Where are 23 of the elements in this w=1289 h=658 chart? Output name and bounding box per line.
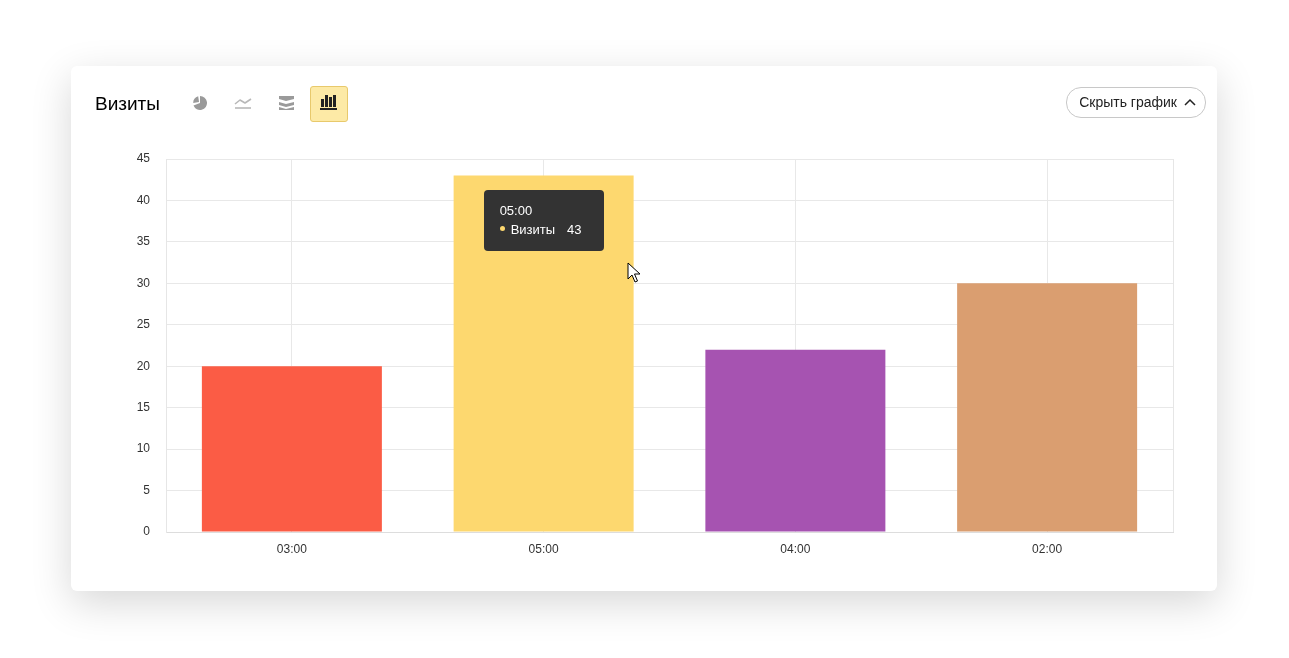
y-tick-label: 35 <box>136 234 151 249</box>
chart-title: Визиты <box>95 92 160 116</box>
y-tick-label: 45 <box>136 151 151 166</box>
bar <box>957 283 1138 532</box>
x-tick-label: 05:00 <box>528 541 559 556</box>
y-tick-label: 40 <box>136 192 151 207</box>
hide-chart-button: Скрыть график <box>1066 87 1206 118</box>
y-tick-label: 25 <box>136 317 151 332</box>
bar <box>453 175 634 532</box>
legend-label: Визиты <box>510 221 556 237</box>
bar <box>201 366 382 532</box>
y-tick-label: 0 <box>143 524 151 539</box>
y-tick-label: 30 <box>136 275 151 290</box>
x-tick-label: 03:00 <box>276 541 308 556</box>
tooltip: 05:00 Визиты 43 <box>483 189 604 251</box>
x-tick-label: 04:00 <box>780 541 811 556</box>
y-tick-label: 10 <box>136 441 151 456</box>
x-tick-label: 02:00 <box>1032 541 1063 556</box>
data-label: 43 <box>567 221 582 237</box>
bar <box>705 349 886 532</box>
y-tick-label: 5 <box>143 482 151 497</box>
y-tick-label: 15 <box>136 399 151 414</box>
y-tick-label: 20 <box>136 358 151 373</box>
